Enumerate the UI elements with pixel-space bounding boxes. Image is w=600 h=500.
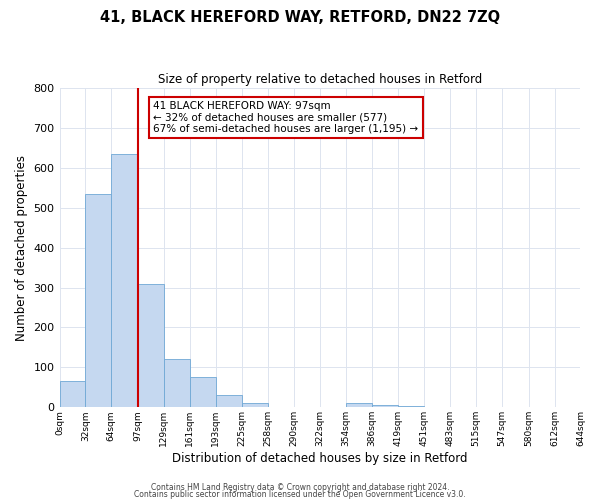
- Text: Contains public sector information licensed under the Open Government Licence v3: Contains public sector information licen…: [134, 490, 466, 499]
- Bar: [190, 378, 215, 408]
- Text: Contains HM Land Registry data © Crown copyright and database right 2024.: Contains HM Land Registry data © Crown c…: [151, 484, 449, 492]
- Title: Size of property relative to detached houses in Retford: Size of property relative to detached ho…: [158, 72, 482, 86]
- Bar: [59, 382, 85, 407]
- Bar: [85, 194, 112, 408]
- Y-axis label: Number of detached properties: Number of detached properties: [15, 154, 28, 340]
- Text: 41, BLACK HEREFORD WAY, RETFORD, DN22 7ZQ: 41, BLACK HEREFORD WAY, RETFORD, DN22 7Z…: [100, 10, 500, 25]
- Bar: [215, 396, 242, 407]
- Bar: [372, 406, 398, 407]
- Bar: [346, 404, 372, 407]
- Bar: [242, 402, 268, 407]
- Bar: [138, 284, 164, 408]
- X-axis label: Distribution of detached houses by size in Retford: Distribution of detached houses by size …: [172, 452, 468, 465]
- Text: 41 BLACK HEREFORD WAY: 97sqm
← 32% of detached houses are smaller (577)
67% of s: 41 BLACK HEREFORD WAY: 97sqm ← 32% of de…: [154, 101, 418, 134]
- Bar: [112, 154, 138, 407]
- Bar: [398, 406, 424, 408]
- Bar: [164, 360, 190, 408]
